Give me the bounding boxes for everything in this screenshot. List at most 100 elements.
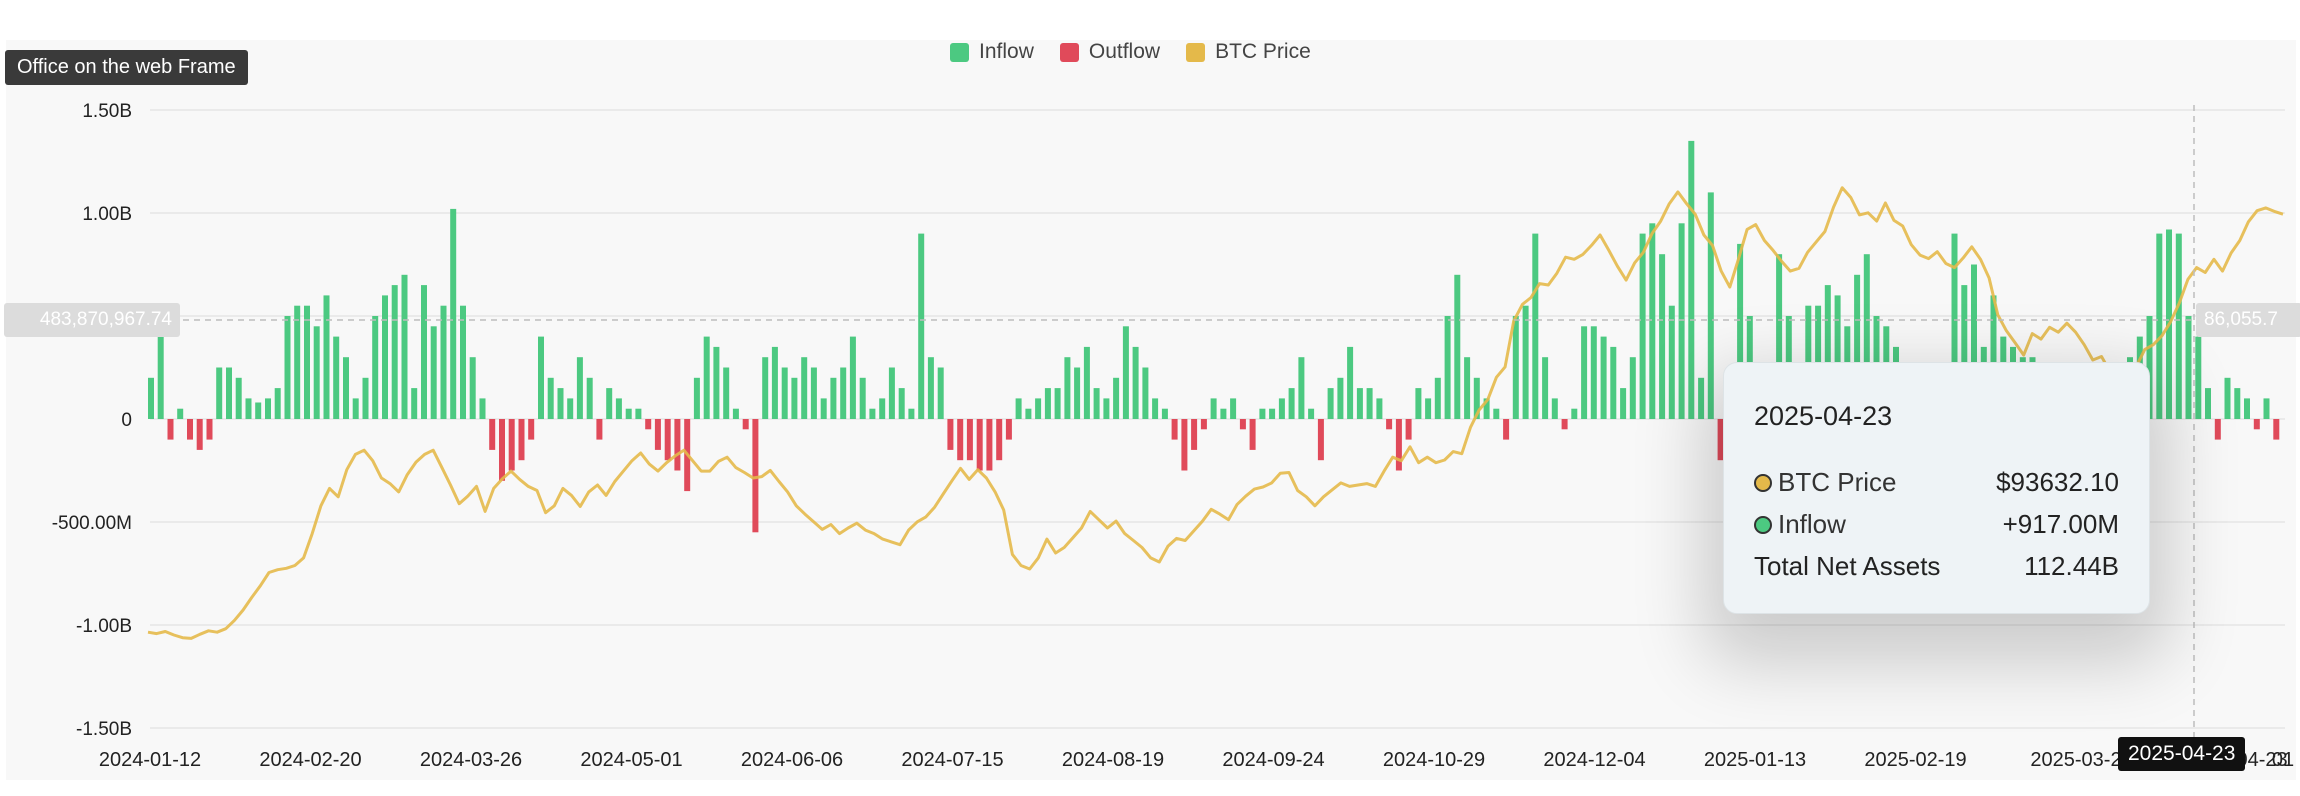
- inflow-bar: [352, 398, 359, 419]
- inflow-bar: [1259, 408, 1266, 419]
- inflow-bar: [1493, 408, 1500, 419]
- inflow-bar: [1434, 377, 1441, 419]
- inflow-bar: [1132, 346, 1139, 419]
- legend-item-outflow[interactable]: Outflow: [1059, 40, 1161, 64]
- inflow-bar: [1083, 346, 1090, 419]
- x-tick-label: 2024-03-26: [420, 749, 522, 771]
- legend-label-outflow: Outflow: [1088, 40, 1161, 63]
- inflow-bar: [1629, 357, 1636, 419]
- inflow-bar: [567, 398, 574, 419]
- inflow-bar: [635, 408, 642, 419]
- inflow-bar: [586, 377, 593, 419]
- inflow-bar: [1113, 377, 1120, 419]
- inflow-bar: [625, 408, 632, 419]
- inflow-bar: [362, 377, 369, 419]
- inflow-bar: [265, 398, 271, 419]
- inflow-bar: [479, 398, 486, 419]
- inflow-bar: [1659, 254, 1666, 419]
- inflow-bar: [1074, 367, 1081, 419]
- outflow-bar: [196, 419, 203, 450]
- inflow-bar: [440, 305, 447, 419]
- outflow-bar: [518, 419, 525, 461]
- inflow-bar: [391, 285, 398, 419]
- x-tick-label: 2024-06-06: [741, 749, 843, 771]
- outflow-bar: [1503, 419, 1510, 440]
- tooltip-value-btc-price: $93632.10: [1996, 467, 2119, 497]
- inflow-bar: [1288, 388, 1295, 419]
- legend-swatch-btc-price: [1186, 42, 1206, 62]
- inflow-bar: [713, 346, 720, 419]
- outflow-bar: [2253, 419, 2260, 430]
- inflow-bar: [918, 233, 925, 419]
- inflow-bar: [849, 336, 856, 419]
- legend-item-inflow[interactable]: Inflow: [950, 40, 1034, 64]
- inflow-bar: [703, 336, 710, 419]
- inflow-bar: [1454, 274, 1461, 419]
- inflow-bar: [1103, 398, 1110, 419]
- inflow-bar: [2244, 398, 2250, 419]
- outflow-bar: [1249, 419, 1256, 450]
- btc-price-dot-icon: [1754, 473, 1772, 492]
- inflow-bar: [879, 398, 886, 419]
- tooltip-value-inflow: +917.00M: [2002, 509, 2119, 539]
- tooltip-row-total-net-assets: Total Net Assets 112.44B: [1754, 551, 2119, 582]
- inflow-bar: [2175, 233, 2182, 419]
- inflow-bar: [888, 367, 895, 419]
- inflow-bar: [1737, 243, 1744, 419]
- inflow-bar: [1044, 388, 1051, 419]
- tooltip-label-btc-price: BTC Price: [1778, 467, 1897, 497]
- outflow-bar: [187, 419, 193, 440]
- inflow-bar: [810, 367, 817, 419]
- inflow-bar: [343, 357, 349, 419]
- outflow-bar: [489, 419, 496, 450]
- inflow-bar: [421, 285, 427, 419]
- outflow-bar: [654, 419, 661, 450]
- outflow-bar: [508, 419, 515, 471]
- inflow-bar: [1064, 357, 1071, 419]
- tooltip-label-inflow: Inflow: [1778, 509, 1846, 539]
- inflow-bar: [869, 408, 876, 419]
- inflow-bar: [732, 408, 739, 419]
- inflow-bar: [1220, 408, 1227, 419]
- outflow-bar: [167, 419, 174, 440]
- inflow-bar: [460, 305, 466, 419]
- inflow-bar: [1025, 408, 1032, 419]
- inflow-bar: [1269, 408, 1276, 419]
- inflow-bar: [157, 336, 164, 419]
- inflow-bar: [801, 357, 808, 419]
- inflow-bar: [313, 326, 320, 419]
- x-tick-label: 2024-12-04: [1543, 749, 1645, 771]
- inflow-bar: [615, 398, 622, 419]
- inflow-bar: [1990, 295, 1997, 419]
- outflow-bar: [1200, 419, 1207, 430]
- inflow-bar: [1337, 377, 1344, 419]
- outflow-bar: [499, 419, 505, 481]
- inflow-bar: [1142, 367, 1149, 419]
- inflow-bar: [1824, 285, 1831, 419]
- legend-item-btc-price[interactable]: BTC Price: [1186, 40, 1311, 64]
- inflow-bar: [1707, 192, 1714, 419]
- tooltip-label-total-net-assets: Total Net Assets: [1754, 551, 1941, 581]
- inflow-bar: [791, 377, 798, 419]
- inflow-bar: [274, 388, 281, 419]
- inflow-bar: [333, 336, 340, 419]
- outflow-bar: [1239, 419, 1246, 430]
- outflow-bar: [674, 419, 681, 471]
- inflow-bar: [2195, 336, 2202, 419]
- inflow-bar: [1776, 254, 1783, 419]
- inflow-bar: [255, 402, 262, 419]
- inflow-bar: [1122, 326, 1129, 419]
- inflow-bar: [216, 367, 223, 419]
- inflow-bar: [538, 336, 544, 419]
- inflow-bar: [1376, 398, 1383, 419]
- x-tick-label: 2024-01-12: [99, 749, 201, 771]
- inflow-bar: [840, 367, 847, 419]
- inflow-bar: [235, 377, 242, 419]
- legend: Inflow Outflow BTC Price: [950, 40, 1311, 64]
- inflow-bar: [1054, 388, 1061, 419]
- inflow-bar: [1600, 336, 1607, 419]
- inflow-bar: [771, 346, 778, 419]
- legend-label-btc-price: BTC Price: [1215, 40, 1311, 63]
- crosshair: [150, 105, 2285, 740]
